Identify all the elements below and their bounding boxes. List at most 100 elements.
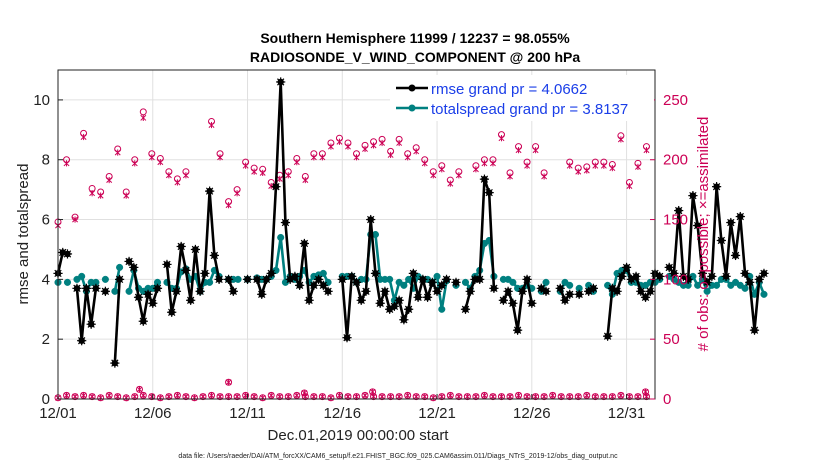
obs-assimilated-marker bbox=[617, 392, 624, 399]
rmse-marker-spoke bbox=[82, 284, 91, 293]
obs-assimilated-marker bbox=[532, 147, 539, 154]
rmse-point bbox=[342, 333, 352, 343]
rmse-point bbox=[475, 274, 485, 284]
obs-assimilated-marker bbox=[515, 392, 522, 399]
obs-assimilated-marker bbox=[413, 148, 420, 155]
rmse-marker-spoke bbox=[310, 281, 318, 290]
rmse-point bbox=[688, 191, 698, 201]
rmse-point bbox=[186, 295, 196, 305]
rmse-point bbox=[110, 358, 120, 368]
obs-assimilated-marker bbox=[592, 162, 599, 169]
rmse-point bbox=[441, 274, 452, 284]
totalspread-point bbox=[206, 278, 214, 286]
rmse-point bbox=[162, 259, 172, 270]
obs-assimilated-marker bbox=[481, 160, 488, 167]
y-left-tick-label: 8 bbox=[42, 152, 50, 169]
rmse-marker-spoke bbox=[73, 284, 81, 293]
rmse-marker-spoke bbox=[367, 215, 375, 224]
x-axis-label: Dec.01,2019 00:00:00 start bbox=[268, 427, 450, 444]
obs-assimilated-marker bbox=[208, 392, 215, 399]
obs-assimilated-marker bbox=[136, 386, 143, 393]
rmse-marker-spoke bbox=[87, 320, 95, 328]
obs-assimilated-marker bbox=[310, 154, 317, 161]
rmse-point bbox=[711, 182, 722, 192]
rmse-marker-spoke bbox=[215, 275, 223, 284]
rmse-marker-spoke bbox=[736, 212, 744, 221]
rmse-point bbox=[617, 271, 627, 281]
rmse-marker-spoke bbox=[130, 263, 138, 272]
rmse-point bbox=[124, 256, 134, 267]
rmse-marker-spoke bbox=[267, 269, 275, 278]
rmse-marker-spoke bbox=[149, 299, 157, 307]
rmse-marker-spoke bbox=[632, 272, 640, 281]
totalspread-point bbox=[319, 269, 327, 277]
rmse-marker-spoke bbox=[618, 272, 626, 281]
y-right-tick-label: 50 bbox=[663, 331, 680, 348]
obs-assimilated-marker bbox=[430, 172, 437, 179]
obs-assimilated-marker bbox=[345, 143, 351, 150]
totalspread-point bbox=[281, 278, 289, 286]
rmse-point bbox=[176, 241, 186, 252]
rmse-point bbox=[735, 211, 745, 222]
totalspread-point bbox=[111, 287, 119, 295]
rmse-point bbox=[702, 277, 712, 287]
rmse-marker-spoke bbox=[693, 221, 702, 230]
obs-assimilated-marker bbox=[583, 167, 590, 174]
y-left-tick-label: 10 bbox=[33, 92, 50, 109]
rmse-marker-spoke bbox=[224, 275, 233, 284]
rmse-marker-spoke bbox=[348, 272, 356, 281]
rmse-marker-spoke bbox=[637, 287, 645, 296]
rmse-marker-spoke bbox=[528, 299, 536, 307]
obs-assimilated-marker bbox=[600, 162, 607, 169]
rmse-point bbox=[541, 286, 551, 296]
rmse-point bbox=[669, 268, 679, 278]
obs-assimilated-marker bbox=[336, 138, 343, 145]
rmse-point bbox=[413, 292, 423, 302]
totalspread-point bbox=[101, 275, 109, 283]
obs-assimilated-marker bbox=[583, 392, 590, 399]
obs-assimilated-marker bbox=[80, 133, 87, 141]
plot-frame bbox=[57, 69, 656, 400]
obs-assimilated-marker bbox=[447, 180, 454, 187]
rmse-marker-spoke bbox=[371, 269, 380, 278]
rmse-marker-spoke bbox=[205, 187, 214, 195]
rmse-point bbox=[726, 217, 736, 228]
rmse-marker-spoke bbox=[139, 317, 147, 325]
rmse-marker-spoke bbox=[509, 299, 517, 307]
rmse-marker-spoke bbox=[542, 287, 550, 296]
rmse-series-line bbox=[113, 279, 121, 364]
y-left-tick-label: 2 bbox=[42, 331, 50, 348]
rmse-marker-spoke bbox=[608, 284, 617, 293]
totalspread-point bbox=[741, 284, 749, 292]
obs-assimilated-marker bbox=[251, 168, 258, 175]
rmse-marker-spoke bbox=[101, 287, 110, 296]
rmse-point bbox=[347, 271, 357, 281]
obs-assimilated-marker bbox=[148, 154, 155, 161]
rmse-marker-spoke bbox=[352, 278, 361, 287]
obs-assimilated-marker bbox=[234, 190, 241, 197]
obs-assimilated-marker bbox=[327, 143, 334, 150]
totalspread-point bbox=[713, 281, 721, 289]
rmse-marker-spoke bbox=[125, 257, 133, 266]
rmse-marker-spoke bbox=[755, 275, 763, 284]
rmse-marker-spoke bbox=[191, 245, 200, 254]
rmse-point bbox=[361, 286, 371, 296]
legend-spread-label: totalspread grand pr = 3.8137 bbox=[431, 101, 628, 118]
rmse-marker-spoke bbox=[466, 287, 474, 296]
totalspread-point bbox=[703, 287, 711, 295]
rmse-marker-spoke bbox=[153, 284, 162, 293]
obs-assimilated-marker bbox=[123, 394, 130, 401]
rmse-marker-spoke bbox=[404, 305, 413, 313]
totalspread-point bbox=[400, 281, 408, 289]
rmse-marker-spoke bbox=[438, 281, 446, 290]
rmse-marker-spoke bbox=[537, 284, 545, 293]
obs-assimilated-marker bbox=[242, 162, 249, 169]
rmse-marker-spoke bbox=[698, 269, 707, 278]
rmse-point bbox=[86, 319, 96, 329]
rmse-marker-spoke bbox=[281, 218, 290, 227]
rmse-marker-spoke bbox=[433, 287, 441, 296]
rmse-point bbox=[167, 307, 177, 317]
obs-assimilated-marker bbox=[293, 159, 300, 166]
chart-title-line1: Southern Hemisphere 11999 / 12237 = 98.0… bbox=[260, 30, 570, 46]
obs-assimilated-marker bbox=[447, 392, 454, 399]
